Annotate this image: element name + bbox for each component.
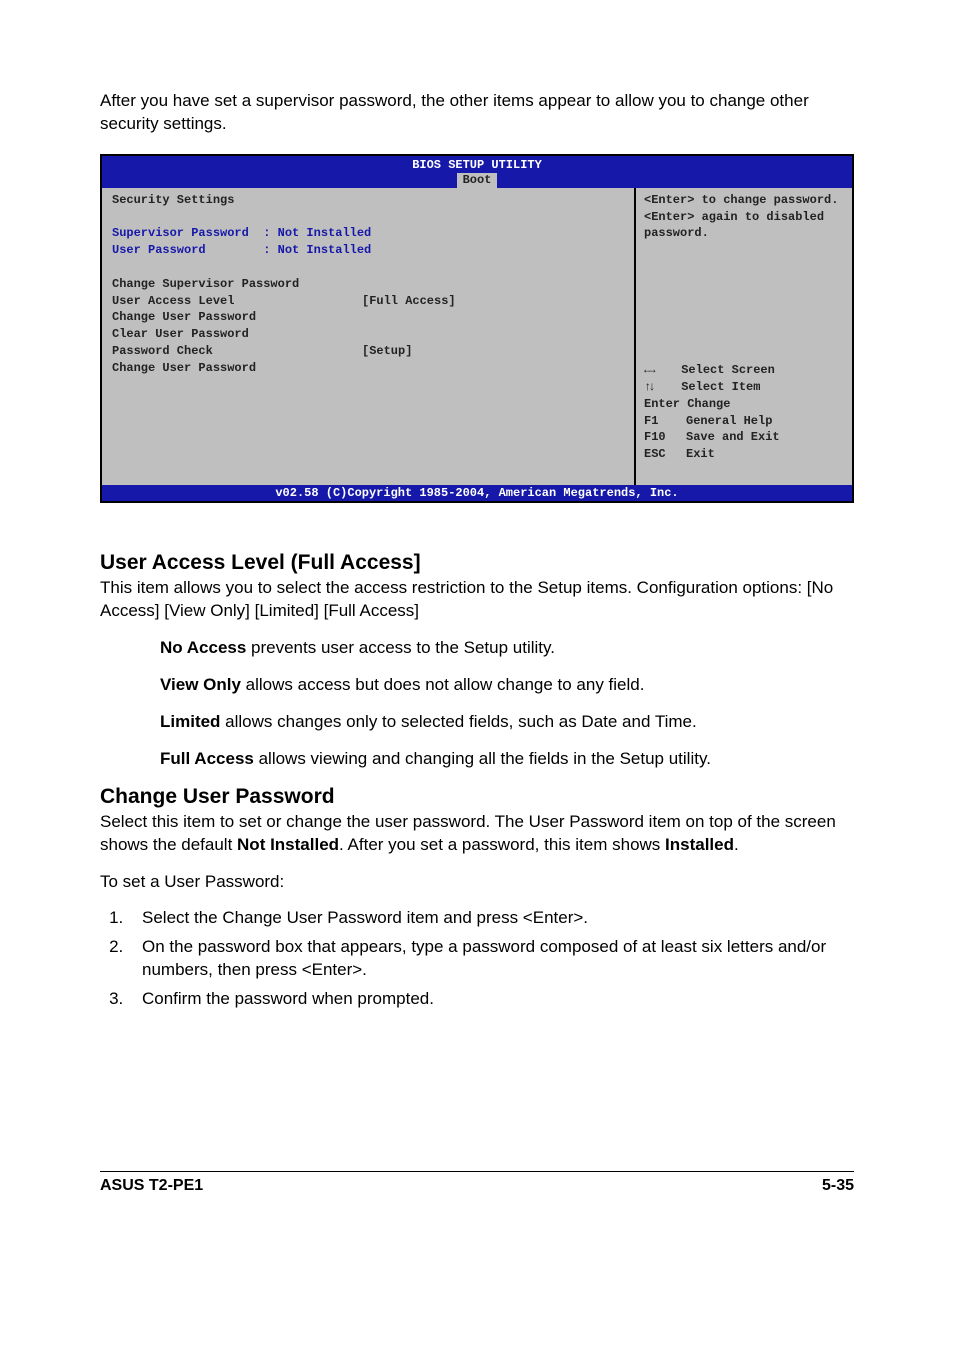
menu-password-check: Password Check[Setup] bbox=[112, 343, 624, 360]
step-2: On the password box that appears, type a… bbox=[128, 936, 854, 982]
user-pw-line: User Password : Not Installed bbox=[112, 242, 624, 259]
menu-clear-user-pw: Clear User Password bbox=[112, 326, 624, 343]
step-3: Confirm the password when prompted. bbox=[128, 988, 854, 1011]
view-only-desc: View Only allows access but does not all… bbox=[160, 674, 854, 697]
key-select-item: Select Item bbox=[644, 379, 844, 396]
cup-heading: Change User Password bbox=[100, 785, 854, 809]
bios-right-panel: <Enter> to change password. <Enter> agai… bbox=[636, 188, 852, 485]
key-f10: F10Save and Exit bbox=[644, 429, 844, 446]
key-esc: ESCExit bbox=[644, 446, 844, 463]
steps-list: Select the Change User Password item and… bbox=[100, 907, 854, 1011]
limited-desc: Limited allows changes only to selected … bbox=[160, 711, 854, 734]
menu-change-supervisor: Change Supervisor Password bbox=[112, 276, 624, 293]
footer-model: ASUS T2-PE1 bbox=[100, 1177, 203, 1195]
key-select-screen: Select Screen bbox=[644, 362, 844, 379]
menu-user-access-level: User Access Level[Full Access] bbox=[112, 293, 624, 310]
bios-window: BIOS SETUP UTILITY Boot Security Setting… bbox=[100, 154, 854, 503]
ual-paragraph: This item allows you to select the acces… bbox=[100, 577, 854, 623]
bios-left-panel: Security Settings Supervisor Password : … bbox=[102, 188, 636, 485]
bios-title: BIOS SETUP UTILITY bbox=[412, 158, 542, 172]
intro-paragraph: After you have set a supervisor password… bbox=[100, 90, 854, 136]
full-access-desc: Full Access allows viewing and changing … bbox=[160, 748, 854, 771]
page-footer: ASUS T2-PE1 5-35 bbox=[100, 1173, 854, 1195]
bios-titlebar: BIOS SETUP UTILITY Boot bbox=[102, 156, 852, 188]
help-line-2: <Enter> again to disabled password. bbox=[644, 209, 844, 243]
arrows-ud-icon bbox=[644, 380, 652, 394]
to-set-user-pw: To set a User Password: bbox=[100, 871, 854, 894]
key-enter: Enter Change bbox=[644, 396, 844, 413]
supervisor-pw-line: Supervisor Password : Not Installed bbox=[112, 225, 624, 242]
cup-paragraph: Select this item to set or change the us… bbox=[100, 811, 854, 857]
menu-change-user-pw: Change User Password bbox=[112, 309, 624, 326]
bios-tab: Boot bbox=[457, 173, 498, 188]
help-line-1: <Enter> to change password. bbox=[644, 192, 844, 209]
bios-copyright: v02.58 (C)Copyright 1985-2004, American … bbox=[102, 485, 852, 501]
key-f1: F1General Help bbox=[644, 413, 844, 430]
menu-change-user-pw-2: Change User Password bbox=[112, 360, 624, 377]
step-1: Select the Change User Password item and… bbox=[128, 907, 854, 930]
footer-page-number: 5-35 bbox=[822, 1177, 854, 1195]
ual-heading: User Access Level (Full Access] bbox=[100, 551, 854, 575]
arrows-lr-icon bbox=[644, 363, 652, 377]
security-settings-heading: Security Settings bbox=[112, 192, 624, 209]
no-access-desc: No Access prevents user access to the Se… bbox=[160, 637, 854, 660]
